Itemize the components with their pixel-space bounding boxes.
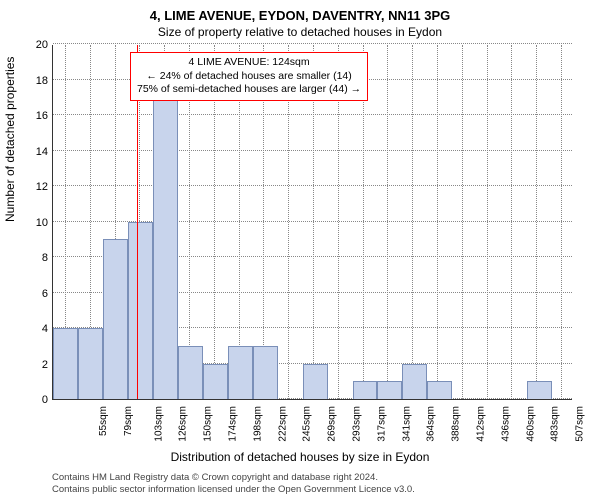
y-tick-label: 8	[42, 252, 48, 264]
annotation-line3: 75% of semi-detached houses are larger (…	[137, 83, 361, 97]
y-tick-label: 10	[36, 217, 48, 229]
y-tick-label: 14	[36, 146, 48, 158]
x-tick-label: 341sqm	[401, 406, 412, 442]
gridline-v	[387, 45, 388, 399]
histogram-bar	[303, 364, 328, 400]
y-tick-label: 18	[36, 75, 48, 87]
footer-attribution: Contains HM Land Registry data © Crown c…	[52, 472, 415, 496]
gridline-h	[53, 43, 572, 44]
histogram-bar	[78, 328, 103, 399]
histogram-bar	[203, 364, 228, 400]
x-tick-label: 269sqm	[327, 406, 338, 442]
x-tick-label: 436sqm	[500, 406, 511, 442]
y-tick-label: 12	[36, 181, 48, 193]
gridline-v	[412, 45, 413, 399]
x-tick-label: 364sqm	[425, 406, 436, 442]
annotation-line1: 4 LIME AVENUE: 124sqm	[137, 56, 361, 70]
x-axis-label: Distribution of detached houses by size …	[0, 450, 600, 464]
y-tick-label: 16	[36, 110, 48, 122]
y-tick-label: 6	[42, 288, 48, 300]
histogram-bar	[153, 80, 178, 400]
histogram-bar	[353, 381, 378, 399]
x-tick-label: 388sqm	[450, 406, 461, 442]
histogram-bar	[253, 346, 278, 399]
x-tick-label: 150sqm	[203, 406, 214, 442]
x-tick-label: 317sqm	[377, 406, 388, 442]
histogram-bar	[103, 239, 128, 399]
histogram-bar	[527, 381, 552, 399]
x-tick-label: 126sqm	[178, 406, 189, 442]
x-tick-label: 483sqm	[549, 406, 560, 442]
x-tick-label: 412sqm	[475, 406, 486, 442]
x-tick-label: 222sqm	[278, 406, 289, 442]
x-tick-label: 198sqm	[253, 406, 264, 442]
x-tick-label: 55sqm	[98, 406, 109, 436]
x-tick-label: 293sqm	[352, 406, 363, 442]
chart-subtitle: Size of property relative to detached ho…	[0, 25, 600, 39]
x-tick-label: 507sqm	[574, 406, 585, 442]
x-tick-label: 245sqm	[302, 406, 313, 442]
chart-title: 4, LIME AVENUE, EYDON, DAVENTRY, NN11 3P…	[0, 8, 600, 23]
y-tick-label: 4	[42, 323, 48, 335]
gridline-v	[487, 45, 488, 399]
annotation-line2: ← 24% of detached houses are smaller (14…	[137, 70, 361, 84]
histogram-bar	[402, 364, 427, 400]
histogram-bar	[178, 346, 203, 399]
x-tick-label: 460sqm	[525, 406, 536, 442]
x-tick-label: 174sqm	[228, 406, 239, 442]
footer-line2: Contains public sector information licen…	[52, 484, 415, 496]
gridline-v	[536, 45, 537, 399]
gridline-v	[437, 45, 438, 399]
gridline-v	[561, 45, 562, 399]
histogram-bar	[128, 222, 153, 400]
footer-line1: Contains HM Land Registry data © Crown c…	[52, 472, 415, 484]
x-tick-label: 103sqm	[154, 406, 165, 442]
y-tick-label: 0	[42, 394, 48, 406]
y-tick-label: 20	[36, 39, 48, 51]
histogram-bar	[427, 381, 452, 399]
y-tick-label: 2	[42, 359, 48, 371]
y-axis-label: Number of detached properties	[3, 57, 17, 222]
x-tick-label: 79sqm	[123, 406, 134, 436]
gridline-v	[462, 45, 463, 399]
marker-annotation: 4 LIME AVENUE: 124sqm ← 24% of detached …	[130, 52, 368, 101]
histogram-bar	[377, 381, 402, 399]
gridline-v	[511, 45, 512, 399]
histogram-bar	[228, 346, 253, 399]
histogram-bar	[53, 328, 78, 399]
